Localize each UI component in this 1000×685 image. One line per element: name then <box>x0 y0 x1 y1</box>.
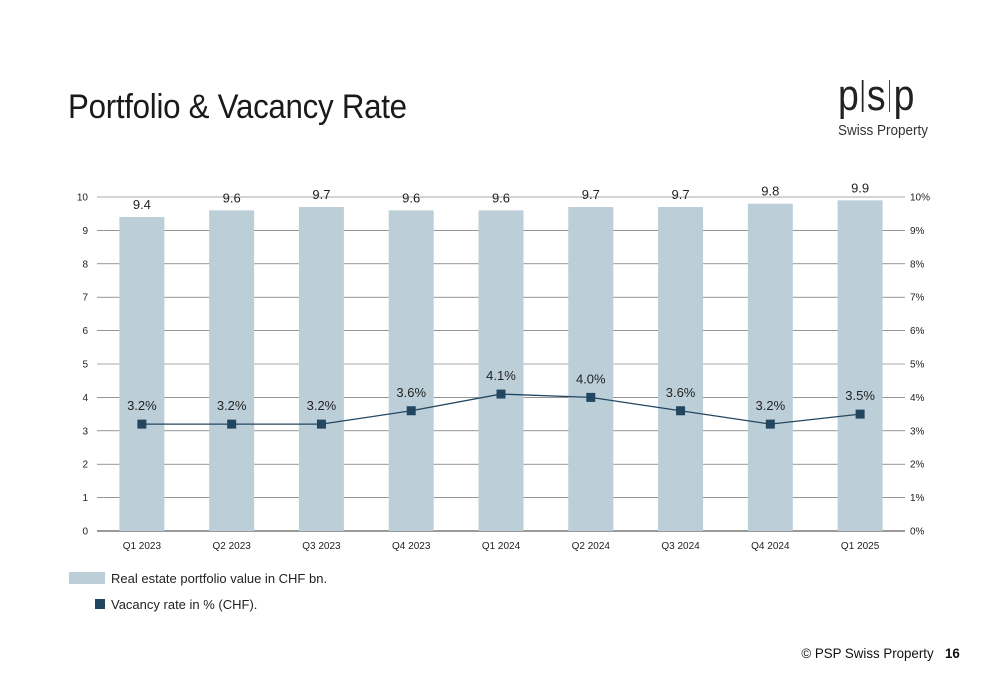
vacancy-value-label: 4.0% <box>576 371 606 386</box>
vacancy-marker <box>586 392 596 402</box>
vacancy-marker <box>496 389 506 399</box>
vacancy-value-label: 4.1% <box>486 368 516 383</box>
y-right-tick-label: 0% <box>910 527 925 538</box>
bar <box>298 207 344 531</box>
page-title: Portfolio & Vacancy Rate <box>68 88 407 126</box>
vacancy-marker <box>227 419 237 429</box>
y-right-tick-label: 5% <box>910 360 925 371</box>
line-series <box>137 389 865 429</box>
x-tick-label: Q4 2024 <box>751 541 790 552</box>
x-tick-label: Q3 2024 <box>661 541 700 552</box>
bar <box>658 207 704 531</box>
x-tick-label: Q2 2024 <box>572 541 611 552</box>
y-left-tick-label: 8 <box>82 259 88 270</box>
vacancy-marker <box>765 419 775 429</box>
bar <box>837 200 883 531</box>
legend-label-portfolio: Real estate portfolio value in CHF bn. <box>111 570 328 586</box>
axes: 0 1 2 3 4 5 6 7 8 9 10 0% 1% 2% 3% 4% 5% 6% 7% 8% 9% 10% Q1 20… <box>77 193 930 553</box>
x-tick-label: Q1 2025 <box>841 541 880 552</box>
y-right-tick-label: 8% <box>910 259 925 270</box>
y-left-tick-label: 7 <box>82 293 88 304</box>
legend-swatch-bar <box>69 572 105 584</box>
page-number: 16 <box>945 645 960 661</box>
bar <box>568 207 614 531</box>
y-left-tick-label: 9 <box>82 226 88 237</box>
vacancy-value-label: 3.2% <box>217 398 247 413</box>
y-right-tick-label: 9% <box>910 226 925 237</box>
bar-value-label: 9.9 <box>851 180 869 195</box>
y-left-tick-label: 2 <box>82 460 88 471</box>
chart-legend: Real estate portfolio value in CHF bn. V… <box>69 570 327 622</box>
bar-value-label: 9.6 <box>492 190 510 205</box>
bar-value-label: 9.6 <box>402 190 420 205</box>
y-right-tick-label: 3% <box>910 426 925 437</box>
bar <box>209 210 255 532</box>
bar <box>388 210 434 532</box>
bar-value-label: 9.7 <box>312 187 330 202</box>
y-left-tick-label: 10 <box>77 193 89 204</box>
y-left-tick-label: 3 <box>82 426 88 437</box>
legend-item-portfolio: Real estate portfolio value in CHF bn. <box>69 570 327 586</box>
y-left-tick-label: 5 <box>82 360 88 371</box>
bar <box>747 203 793 531</box>
vacancy-value-label: 3.2% <box>756 398 786 413</box>
bar <box>478 210 524 532</box>
vacancy-value-label: 3.2% <box>307 398 337 413</box>
vacancy-marker <box>137 419 147 429</box>
y-left-tick-label: 4 <box>82 393 88 404</box>
x-tick-label: Q2 2023 <box>212 541 251 552</box>
bar <box>119 217 165 532</box>
footer: © PSP Swiss Property 16 <box>802 645 960 661</box>
data-labels: 9.4 9.6 9.7 9.6 9.6 9.7 9.7 9.8 9.9 3.2% 3.2% 3.2% 3… <box>127 180 875 413</box>
bar-series <box>119 200 883 532</box>
legend-item-vacancy: Vacancy rate in % (CHF). <box>69 596 327 612</box>
vacancy-marker <box>316 419 326 429</box>
y-right-tick-label: 6% <box>910 326 925 337</box>
y-right-tick-label: 4% <box>910 393 925 404</box>
vacancy-value-label: 3.6% <box>396 385 426 400</box>
y-right-tick-label: 7% <box>910 293 925 304</box>
vacancy-marker <box>855 409 865 419</box>
y-right-tick-label: 2% <box>910 460 925 471</box>
footer-copyright: © PSP Swiss Property <box>801 645 934 661</box>
x-tick-label: Q1 2024 <box>482 541 521 552</box>
bar-value-label: 9.7 <box>582 187 600 202</box>
x-tick-label: Q1 2023 <box>123 541 162 552</box>
vacancy-value-label: 3.2% <box>127 398 157 413</box>
bar-value-label: 9.8 <box>761 184 779 199</box>
legend-swatch-marker <box>95 599 105 609</box>
y-left-tick-label: 1 <box>82 493 88 504</box>
y-left-tick-label: 6 <box>82 326 88 337</box>
vacancy-marker <box>406 406 416 416</box>
legend-label-vacancy: Vacancy rate in % (CHF). <box>111 596 258 612</box>
bar-value-label: 9.7 <box>672 187 690 202</box>
vacancy-marker <box>676 406 686 416</box>
x-tick-label: Q3 2023 <box>302 541 341 552</box>
y-right-tick-label: 1% <box>910 493 925 504</box>
vacancy-value-label: 3.6% <box>666 385 696 400</box>
logo-subtitle: Swiss Property <box>838 122 929 139</box>
y-right-tick-label: 10% <box>910 193 930 204</box>
vacancy-value-label: 3.5% <box>845 388 875 403</box>
bar-value-label: 9.4 <box>133 197 151 212</box>
bar-value-label: 9.6 <box>223 190 241 205</box>
y-left-tick-label: 0 <box>82 527 88 538</box>
x-tick-label: Q4 2023 <box>392 541 431 552</box>
